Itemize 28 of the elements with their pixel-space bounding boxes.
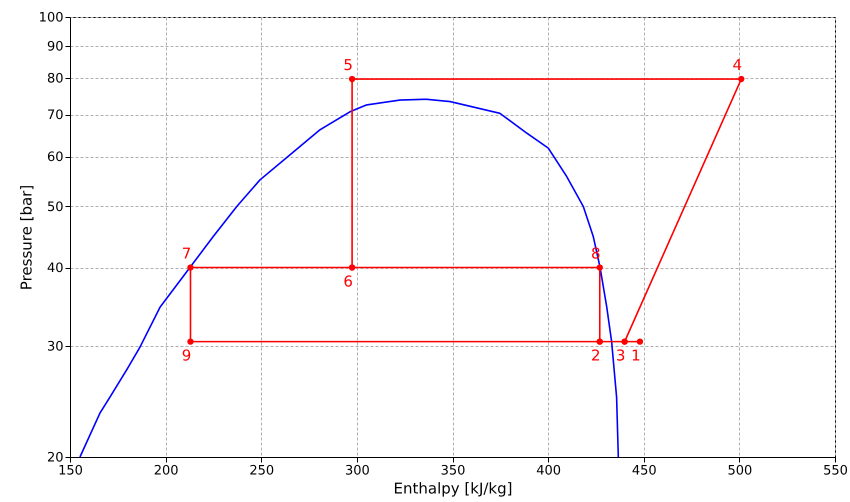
y-tick-label: 90 (46, 39, 64, 54)
x-tick-label: 250 (249, 464, 274, 478)
y-tick-label: 100 (38, 10, 64, 26)
y-tick-label: 20 (46, 450, 64, 466)
y-axis-title: Pressure [bar] (18, 184, 36, 290)
y-tick-label: 30 (46, 340, 64, 355)
annotation: 3 (616, 346, 626, 365)
annotation: 6 (343, 272, 353, 290)
y-tick-label: 40 (46, 261, 64, 276)
x-tick-label: 200 (154, 464, 179, 478)
annotation: 1 (631, 346, 641, 365)
annotation: 4 (732, 56, 742, 74)
x-tick-label: 550 (823, 464, 848, 478)
x-tick-label: 150 (58, 464, 83, 478)
x-tick-label: 500 (727, 464, 752, 478)
x-axis-title: Enthalpy [kJ/kg] (394, 480, 512, 498)
y-tick-label: 50 (46, 200, 64, 215)
x-tick-label: 450 (632, 464, 657, 478)
x-tick-label: 350 (440, 464, 466, 478)
y-tick-label: 70 (46, 108, 64, 124)
y-tick-label: 80 (46, 72, 64, 87)
annotation: 7 (182, 244, 192, 262)
annotation: 5 (343, 56, 353, 74)
x-tick-label: 300 (344, 464, 370, 478)
annotation: 2 (590, 346, 601, 365)
annotation: 9 (182, 346, 192, 365)
x-tick-label: 400 (536, 464, 562, 478)
y-tick-label: 60 (46, 150, 64, 166)
